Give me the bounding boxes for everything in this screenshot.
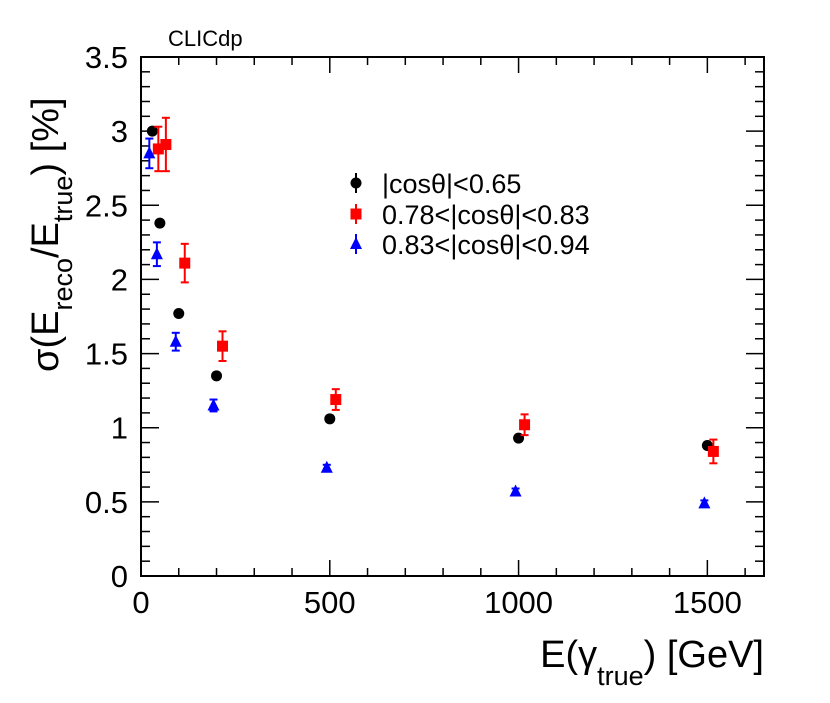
y-tick-labels: 0 0.5 1 1.5 2 2.5 3 3.5 <box>85 40 128 594</box>
data-point-circle <box>324 413 336 425</box>
legend-marker <box>350 208 362 220</box>
data-point-triangle <box>143 146 156 159</box>
legend-marker <box>350 177 362 189</box>
y-tick-label: 0 <box>111 559 128 594</box>
legend-label: 0.83<|cosθ|<0.94 <box>382 230 590 260</box>
x-tick-label: 0 <box>132 585 149 620</box>
data-point-circle <box>146 125 158 137</box>
data-point-triangle <box>169 334 182 347</box>
watermark: CLICdp <box>168 26 243 51</box>
data-point-square <box>707 445 719 457</box>
data-point-square <box>160 138 172 150</box>
data-point-square <box>179 257 191 269</box>
legend-label: 0.78<|cosθ|<0.83 <box>382 200 590 230</box>
legend-label: |cosθ|<0.65 <box>382 169 521 199</box>
y-tick-label: 2 <box>111 262 128 297</box>
legend: |cosθ|<0.650.78<|cosθ|<0.830.83<|cosθ|<0… <box>350 169 590 260</box>
data-point-triangle <box>150 247 163 260</box>
data-point-triangle <box>207 398 220 411</box>
data-point-square <box>152 143 164 155</box>
y-tick-label: 2.5 <box>85 188 128 223</box>
y-tick-label: 0.5 <box>85 485 128 520</box>
data-point-square <box>217 340 229 352</box>
data-point-circle <box>154 217 166 229</box>
data-point-circle <box>173 308 185 320</box>
x-tick-label: 500 <box>304 585 356 620</box>
data-point-square <box>330 394 342 406</box>
plot-frame <box>140 56 765 577</box>
y-tick-label: 3 <box>111 114 128 149</box>
data-point-triangle <box>509 484 522 497</box>
axis-ticks <box>140 56 764 577</box>
x-tick-label: 1000 <box>484 585 553 620</box>
data-points <box>143 116 719 509</box>
y-tick-label: 1 <box>111 411 128 446</box>
legend-marker <box>350 237 362 249</box>
data-point-square <box>519 419 531 431</box>
data-point-circle <box>211 370 223 382</box>
y-axis-label: σ(Ereco/Etrue) [%] <box>25 97 78 372</box>
data-point-triangle <box>320 460 333 473</box>
data-point-triangle <box>698 496 711 509</box>
y-tick-label: 3.5 <box>85 40 128 75</box>
x-axis-label: E(γtrue) [GeV] <box>540 634 764 691</box>
x-tick-label: 1500 <box>673 585 742 620</box>
y-tick-label: 1.5 <box>85 337 128 372</box>
x-tick-labels: 0 500 1000 1500 <box>132 585 741 620</box>
